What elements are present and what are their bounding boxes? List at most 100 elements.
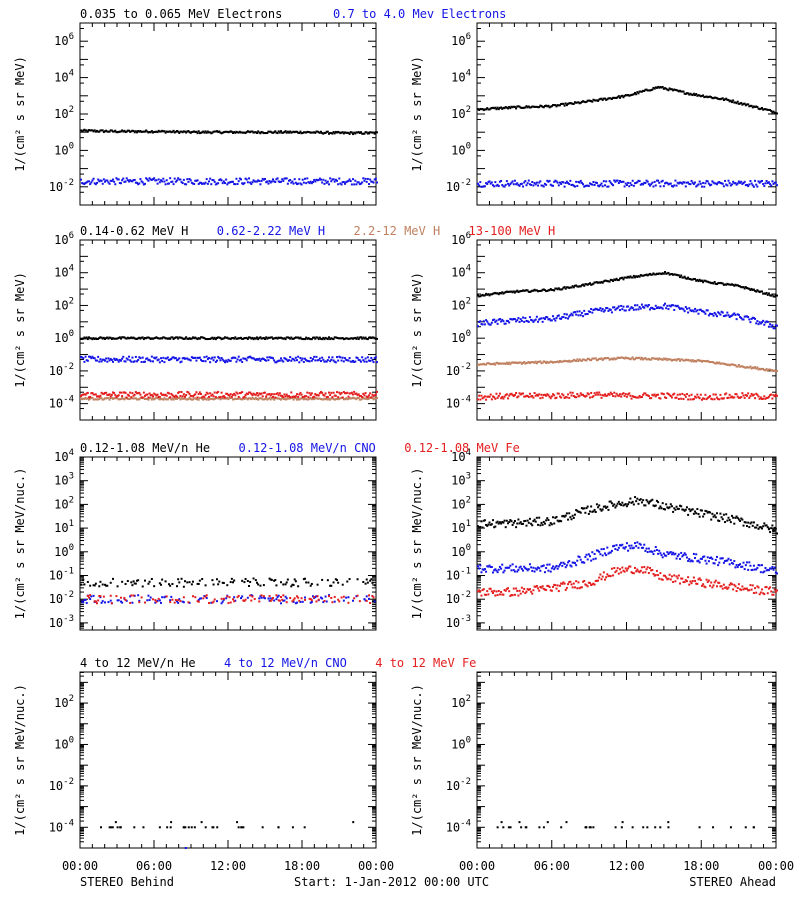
data-point	[699, 181, 701, 183]
data-point	[684, 310, 686, 312]
data-point	[537, 321, 539, 323]
data-point	[611, 550, 613, 552]
data-point	[273, 600, 275, 602]
y-tick-label: 100	[54, 141, 74, 157]
data-point	[305, 182, 307, 184]
data-point	[636, 569, 638, 571]
data-point	[341, 183, 343, 185]
data-point	[298, 361, 300, 363]
data-point	[489, 522, 491, 524]
data-point	[514, 594, 516, 596]
data-point	[542, 321, 544, 323]
data-point	[197, 179, 199, 181]
data-point	[686, 308, 688, 310]
data-point	[761, 564, 763, 566]
data-point	[677, 394, 679, 396]
data-point	[595, 394, 597, 396]
data-point	[539, 397, 541, 399]
data-point	[269, 595, 271, 597]
data-point	[601, 578, 603, 580]
data-point	[718, 398, 720, 400]
data-point	[618, 305, 620, 307]
data-point	[618, 573, 620, 575]
data-point	[770, 568, 772, 570]
data-point	[165, 183, 167, 185]
data-point	[190, 179, 192, 181]
data-point	[151, 356, 153, 358]
data-point	[83, 361, 85, 363]
data-point	[688, 558, 690, 560]
data-point	[701, 510, 703, 512]
data-point	[538, 517, 540, 519]
data-point	[330, 585, 332, 587]
data-point	[337, 582, 339, 584]
data-point	[198, 583, 200, 585]
data-point	[302, 601, 304, 603]
data-point	[652, 185, 654, 187]
data-point	[662, 579, 664, 581]
data-point	[520, 566, 522, 568]
data-point	[522, 591, 524, 593]
y-axis-label: 1/(cm² s sr MeV/nuc.)	[13, 468, 27, 620]
data-point	[602, 308, 604, 310]
data-point	[569, 392, 571, 394]
data-point	[544, 318, 546, 320]
data-point	[679, 558, 681, 560]
data-point	[631, 545, 633, 547]
data-point	[762, 525, 764, 527]
data-point	[633, 503, 635, 505]
data-point	[85, 356, 87, 358]
data-point	[598, 551, 600, 553]
data-point	[271, 599, 273, 601]
data-point	[257, 583, 259, 585]
data-point	[87, 360, 89, 362]
data-point	[655, 546, 657, 548]
data-point	[590, 308, 592, 310]
data-point	[556, 588, 558, 590]
data-point	[695, 553, 697, 555]
data-point	[328, 183, 330, 185]
data-point	[502, 522, 504, 524]
data-point	[337, 360, 339, 362]
data-point	[531, 593, 533, 595]
data-point	[349, 357, 351, 359]
data-point	[713, 315, 715, 317]
data-point	[728, 517, 730, 519]
data-point	[664, 508, 666, 510]
data-point	[203, 396, 205, 398]
data-point	[655, 505, 657, 507]
data-point	[360, 361, 362, 363]
data-point	[303, 182, 305, 184]
data-point	[88, 597, 90, 599]
data-point	[762, 398, 764, 400]
data-point	[137, 594, 139, 596]
data-point	[507, 397, 509, 399]
data-point	[126, 396, 128, 398]
data-point	[286, 394, 288, 396]
data-point	[693, 310, 695, 312]
data-point	[369, 360, 371, 362]
y-tick-label: 104	[54, 69, 74, 85]
data-point	[688, 508, 690, 510]
data-point	[111, 359, 113, 361]
data-point	[762, 320, 764, 322]
data-point	[272, 396, 274, 398]
data-point	[601, 548, 603, 550]
data-point	[740, 181, 742, 183]
data-point	[632, 501, 634, 503]
data-point	[730, 521, 732, 523]
data-point	[763, 570, 765, 572]
data-point	[559, 564, 561, 566]
data-point	[490, 588, 492, 590]
data-point	[733, 560, 735, 562]
data-point	[354, 361, 356, 363]
data-point	[771, 566, 773, 568]
data-point	[311, 599, 313, 601]
data-point	[686, 556, 688, 558]
data-point	[724, 180, 726, 182]
data-point	[144, 602, 146, 604]
data-point	[277, 392, 279, 394]
data-point	[764, 182, 766, 184]
data-point	[161, 360, 163, 362]
